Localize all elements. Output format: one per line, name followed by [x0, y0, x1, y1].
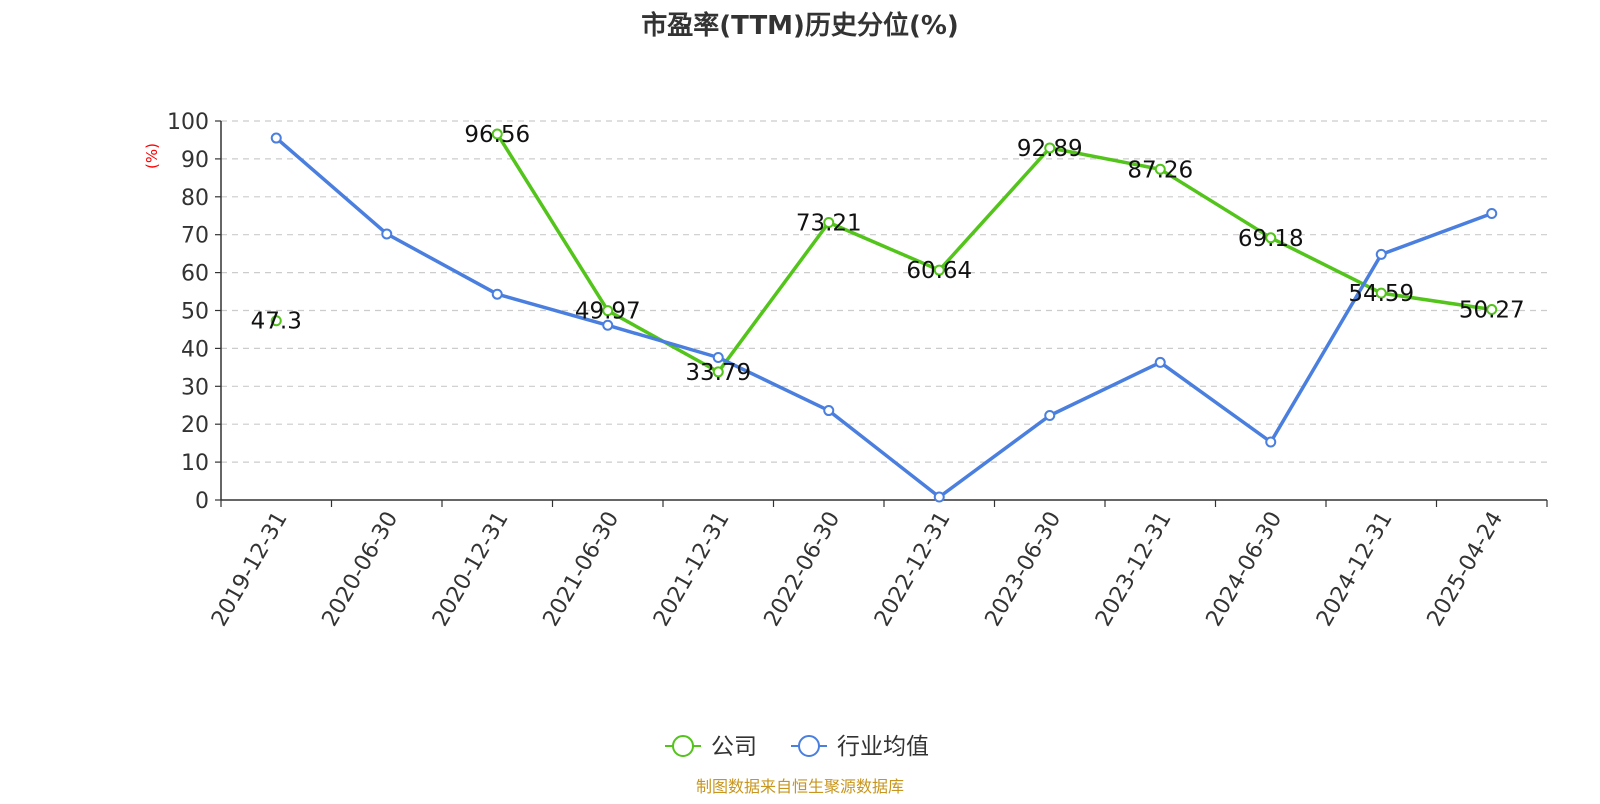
y-tick-label: 40 — [181, 337, 209, 362]
x-tick-label: 2024-06-30 — [1202, 508, 1288, 631]
y-tick-label: 70 — [181, 224, 209, 249]
data-point[interactable] — [270, 315, 282, 327]
data-point[interactable] — [491, 288, 503, 300]
data-point[interactable] — [381, 228, 393, 240]
x-tick-label: 2019-12-31 — [207, 508, 293, 631]
data-point[interactable] — [823, 405, 835, 417]
data-point[interactable] — [1154, 163, 1166, 175]
data-label: 60.64 — [906, 258, 972, 284]
series-1 — [270, 128, 1498, 378]
y-tick-label: 0 — [195, 489, 209, 514]
y-tick-label: 10 — [181, 451, 209, 476]
legend: 公司 行业均值 — [665, 734, 929, 760]
legend-item-1[interactable]: 公司 — [665, 734, 757, 760]
x-tick-label: 2023-12-31 — [1091, 508, 1177, 631]
data-label: 33.79 — [685, 360, 751, 386]
data-point[interactable] — [491, 128, 503, 140]
data-point[interactable] — [712, 366, 724, 378]
y-axis-label: (%) — [143, 143, 161, 169]
data-point[interactable] — [933, 491, 945, 503]
legend-marker — [672, 735, 694, 757]
legend-label: 公司 — [711, 734, 757, 760]
legend-label: 行业均值 — [837, 734, 929, 760]
data-point[interactable] — [1265, 232, 1277, 244]
source-note: 制图数据来自恒生聚源数据库 — [696, 777, 904, 796]
data-point[interactable] — [1486, 303, 1498, 315]
y-tick-label: 80 — [181, 186, 209, 211]
data-point[interactable] — [602, 319, 614, 331]
data-label: 47.3 — [251, 309, 302, 335]
data-point[interactable] — [602, 305, 614, 317]
series-2 — [270, 132, 1498, 503]
y-tick-label: 50 — [181, 300, 209, 325]
data-point[interactable] — [1375, 248, 1387, 260]
data-point[interactable] — [823, 217, 835, 229]
data-label: 92.89 — [1017, 136, 1083, 162]
series-layer — [270, 128, 1498, 503]
x-tick-label: 2025-04-24 — [1423, 508, 1509, 631]
data-point[interactable] — [1375, 287, 1387, 299]
data-label: 96.56 — [464, 122, 530, 148]
series-line — [275, 136, 1493, 499]
chart-title: 市盈率(TTM)历史分位(%) — [641, 10, 959, 41]
y-tick-label: 30 — [181, 375, 209, 400]
data-point[interactable] — [712, 351, 724, 363]
data-point[interactable] — [1265, 436, 1277, 448]
data-point[interactable] — [1044, 409, 1056, 421]
y-tick-label: 90 — [181, 148, 209, 173]
data-label: 50.27 — [1459, 297, 1525, 323]
legend-marker — [798, 735, 820, 757]
data-label: 54.59 — [1348, 281, 1414, 307]
y-tick-label: 60 — [181, 262, 209, 287]
y-tick-label: 100 — [167, 110, 209, 135]
data-label: 73.21 — [796, 211, 862, 237]
x-tick-label: 2020-12-31 — [428, 508, 514, 631]
x-tick-label: 2022-12-31 — [870, 508, 956, 631]
x-tick-label: 2020-06-30 — [318, 508, 404, 631]
x-tick-label: 2023-06-30 — [981, 508, 1067, 631]
data-point[interactable] — [1486, 207, 1498, 219]
y-tick-label: 20 — [181, 413, 209, 438]
data-point[interactable] — [933, 264, 945, 276]
data-label: 87.26 — [1127, 157, 1193, 183]
x-tick-label: 2021-06-30 — [539, 508, 625, 631]
data-point[interactable] — [1154, 356, 1166, 368]
axes: 0 10 20 30 40 50 60 70 80 90 100 2019-12-31 2020-06-… — [167, 110, 1548, 631]
x-tick-label: 2024-12-31 — [1312, 508, 1398, 631]
data-labels: 47.3 96.56 49.97 33.79 73.21 60.64 92.89 87.26 6… — [251, 122, 1525, 386]
x-tick-label: 2021-12-31 — [649, 508, 735, 631]
data-label: 69.18 — [1238, 226, 1304, 252]
data-label: 49.97 — [575, 299, 641, 325]
grid-lines — [221, 120, 1547, 463]
x-tick-label: 2022-06-30 — [760, 508, 846, 631]
legend-item-2[interactable]: 行业均值 — [791, 734, 929, 760]
data-point[interactable] — [270, 132, 282, 144]
data-point[interactable] — [1044, 142, 1056, 154]
